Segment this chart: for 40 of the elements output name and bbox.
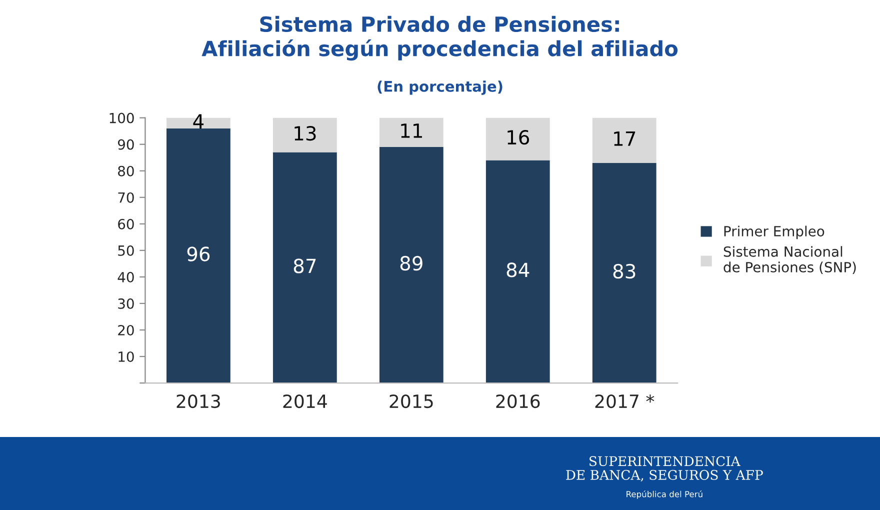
y-tick-label: 60 (118, 218, 134, 230)
bar (166, 128, 230, 384)
chart-subtitle: (En porcentaje) (378, 80, 502, 95)
bar (379, 118, 444, 147)
x-tick-label: 2015 (390, 394, 433, 408)
bar (272, 152, 337, 384)
data-label: 84 (506, 262, 530, 278)
y-tick-label: 100 (110, 112, 134, 124)
y-tick-label: 70 (118, 192, 134, 203)
x-tick-label: 2017 * (595, 394, 654, 408)
data-label: 11 (401, 124, 422, 138)
bar (592, 118, 656, 163)
y-tick-label: 90 (118, 139, 134, 150)
y-tick-label: 50 (118, 245, 134, 256)
y-tick-label: 10 (118, 351, 134, 362)
text: República del Perú (626, 490, 702, 499)
bar (379, 146, 444, 384)
chart-title: Sistema Privado de Pensiones: Afiliación según procedencia del afiliado (202, 16, 678, 61)
data-label: 16 (508, 130, 530, 145)
x-tick-label: 2014 (283, 394, 327, 408)
y-tick-label: 30 (118, 298, 134, 309)
y-tick-label: 80 (118, 166, 134, 176)
data-label: 87 (294, 258, 316, 274)
x-tick-label: 2013 (176, 394, 220, 408)
bar (486, 160, 550, 384)
text: SUPERINTENDENCIA DE BANCA, SEGUROS Y AFP (566, 456, 763, 482)
legend-label: Sistema Nacional de Pensiones (SNP) (724, 246, 856, 274)
data-label: 96 (187, 246, 210, 262)
x-tick-label: 2016 (496, 394, 540, 408)
bar (592, 162, 656, 384)
data-label: 17 (614, 132, 636, 146)
data-label: 83 (613, 264, 636, 279)
data-label: 89 (400, 256, 422, 271)
data-label: 4 (193, 114, 204, 128)
y-tick-label: 40 (118, 272, 134, 282)
legend-label: Primer Empleo (724, 226, 824, 240)
bar (272, 118, 337, 152)
data-label: 13 (294, 126, 316, 141)
bar (486, 118, 550, 160)
y-tick-label: 20 (118, 324, 134, 336)
